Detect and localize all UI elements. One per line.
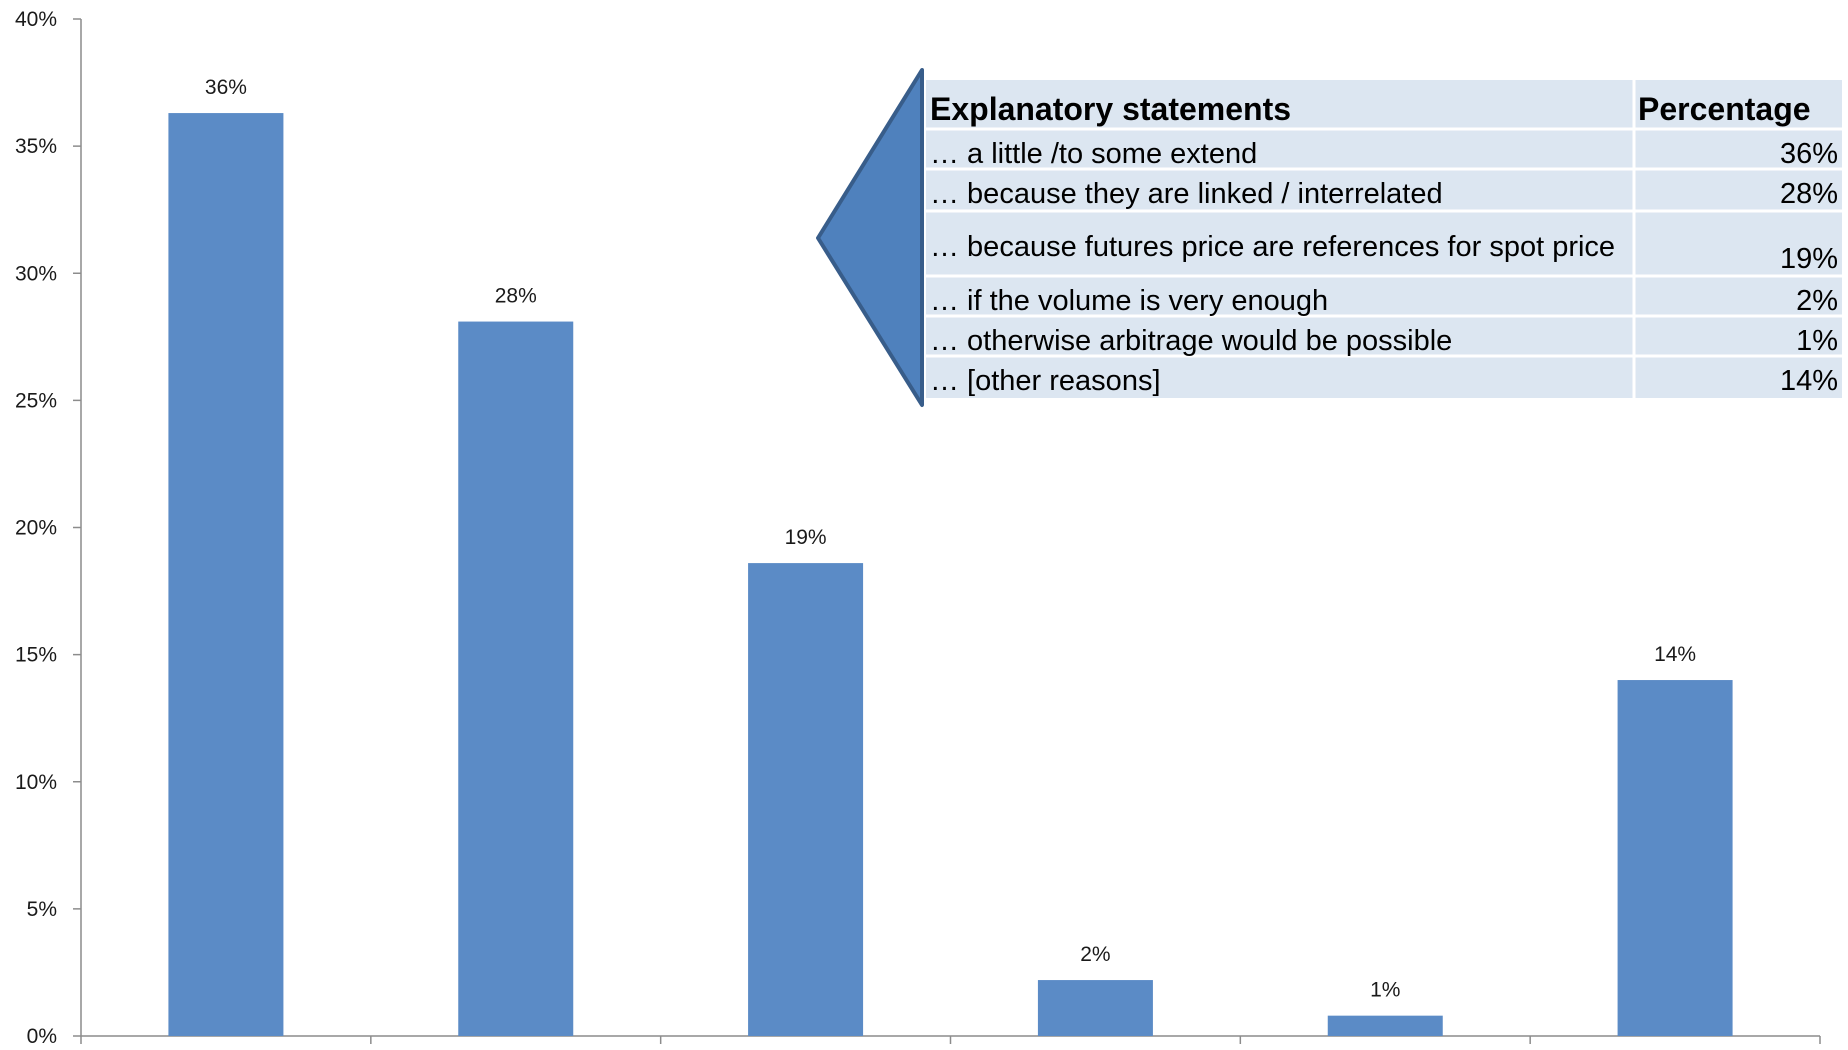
bar (748, 563, 864, 1036)
legend-row-percentage: 19% (1780, 243, 1838, 275)
bar-data-label: 1% (1370, 979, 1400, 1002)
legend-callout: Explanatory statements Percentage … a litt… (816, 68, 1842, 407)
bar (1037, 980, 1153, 1036)
bar-data-label: 36% (205, 76, 247, 99)
legend-header-percentage: Percentage (1638, 91, 1811, 127)
bar (1327, 1015, 1443, 1036)
bar-data-label: 28% (495, 285, 537, 308)
y-tick-label: 30% (15, 262, 57, 285)
legend-row-statement: … [other reasons] (930, 365, 1161, 397)
y-tick-label: 10% (15, 771, 57, 794)
bar-data-label: 14% (1654, 643, 1696, 666)
legend-pointer-arrow (816, 68, 924, 407)
bar (1617, 680, 1733, 1036)
y-tick-label: 15% (15, 644, 57, 667)
bars: 36% 28% 19% 2% 1% 14% (168, 76, 1733, 1036)
legend-row-percentage: 28% (1780, 178, 1838, 210)
legend-row-statement: … because they are linked / interrelated (930, 178, 1443, 210)
legend-row-statement: … if the volume is very enough (930, 285, 1328, 317)
y-tick-label: 5% (27, 898, 57, 921)
bar-data-label: 19% (785, 526, 827, 549)
bar (458, 321, 574, 1036)
bar-data-label: 2% (1080, 943, 1110, 966)
legend-table: Explanatory statements Percentage … a litt… (926, 80, 1842, 398)
legend-header-statements: Explanatory statements (930, 91, 1291, 127)
y-tick-label: 0% (27, 1025, 57, 1045)
bar (168, 113, 284, 1036)
legend-row-statement: … because futures price are references f… (930, 231, 1615, 263)
axes: 0% 5% 10% 15% 20% 25% 30% 35% 40% (15, 8, 1821, 1048)
y-tick-label: 40% (15, 8, 57, 31)
y-tick-label: 35% (15, 135, 57, 158)
legend-row-percentage: 14% (1780, 365, 1838, 397)
legend-row-percentage: 36% (1780, 138, 1838, 170)
legend-row-percentage: 1% (1796, 325, 1838, 357)
y-tick-label: 20% (15, 517, 57, 540)
legend-row-percentage: 2% (1796, 285, 1838, 317)
legend-row-statement: … a little /to some extend (930, 138, 1257, 170)
legend-row-statement: … otherwise arbitrage would be possible (930, 325, 1452, 357)
y-tick-label: 25% (15, 389, 57, 412)
legend-table-background (926, 80, 1842, 398)
